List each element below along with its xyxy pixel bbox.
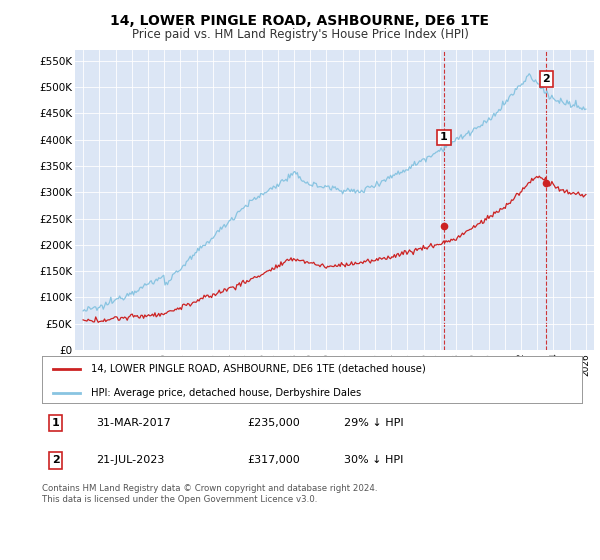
Text: £317,000: £317,000 [247, 455, 300, 465]
Text: 21-JUL-2023: 21-JUL-2023 [96, 455, 164, 465]
Text: 1: 1 [52, 418, 59, 428]
Text: 14, LOWER PINGLE ROAD, ASHBOURNE, DE6 1TE (detached house): 14, LOWER PINGLE ROAD, ASHBOURNE, DE6 1T… [91, 364, 425, 374]
Text: 2: 2 [52, 455, 59, 465]
Text: Price paid vs. HM Land Registry's House Price Index (HPI): Price paid vs. HM Land Registry's House … [131, 28, 469, 41]
Text: 1: 1 [440, 132, 448, 142]
Text: 30% ↓ HPI: 30% ↓ HPI [344, 455, 404, 465]
Text: £235,000: £235,000 [247, 418, 300, 428]
Text: 14, LOWER PINGLE ROAD, ASHBOURNE, DE6 1TE: 14, LOWER PINGLE ROAD, ASHBOURNE, DE6 1T… [110, 14, 490, 28]
Text: 31-MAR-2017: 31-MAR-2017 [96, 418, 171, 428]
Text: Contains HM Land Registry data © Crown copyright and database right 2024.
This d: Contains HM Land Registry data © Crown c… [42, 484, 377, 504]
Text: 2: 2 [542, 74, 550, 84]
Text: 29% ↓ HPI: 29% ↓ HPI [344, 418, 404, 428]
Text: HPI: Average price, detached house, Derbyshire Dales: HPI: Average price, detached house, Derb… [91, 388, 361, 398]
